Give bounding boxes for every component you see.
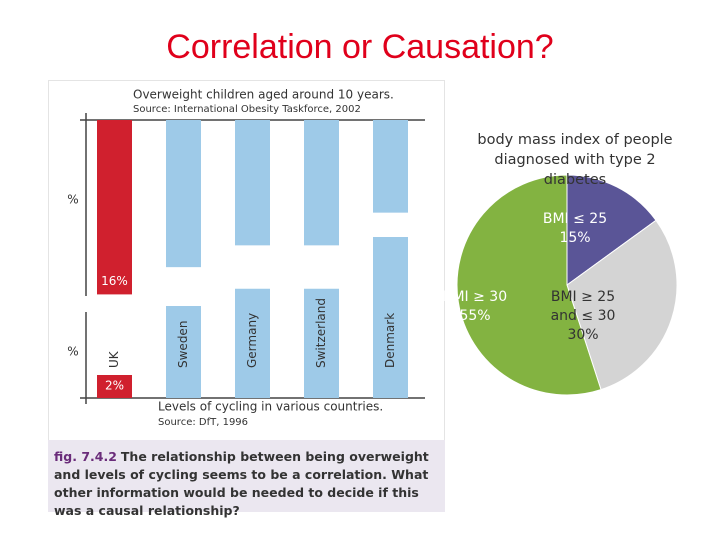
pie-slice	[566, 174, 657, 286]
slice-value: 15%	[559, 230, 591, 246]
slide-title: Correlation or Causation?	[166, 28, 554, 66]
bar	[235, 288, 270, 398]
chart-subtitle: Source: International Obesity Taskforce,…	[133, 104, 361, 115]
x-tick-label: Switzerland	[314, 298, 328, 368]
pie-slice	[566, 219, 678, 391]
x-tick-label: Germany	[245, 313, 259, 368]
pie-title: body mass index of people diagnosed with…	[477, 132, 673, 188]
x-tick-label: UK	[107, 350, 121, 368]
x-tick-label: Sweden	[176, 321, 190, 368]
x-tick-label: Denmark	[383, 313, 397, 368]
y-axis-label: %	[67, 193, 78, 207]
slice-label: BMI ≥ 25 and ≤ 30	[550, 289, 616, 324]
bar	[304, 288, 339, 398]
pie-slice	[456, 174, 602, 396]
caption-label: fig. 7.4.2	[54, 449, 117, 464]
data-label: 2%	[105, 379, 124, 393]
bar	[97, 375, 132, 398]
chart-title: Levels of cycling in various countries.	[158, 400, 383, 414]
bar	[235, 120, 270, 246]
slice-label: BMI ≥ 30	[442, 289, 508, 305]
chart-title: Overweight children aged around 10 years…	[133, 88, 394, 102]
bar	[373, 120, 408, 213]
caption-text: The relationship between being overweigh…	[54, 449, 429, 518]
slice-label: BMI ≤ 25	[542, 211, 608, 227]
data-label: 16%	[101, 274, 128, 288]
slice-value: 55%	[459, 308, 491, 324]
bar	[373, 237, 408, 398]
chart-subtitle: Source: DfT, 1996	[158, 417, 248, 428]
figure-caption: fig. 7.4.2 The relationship between being…	[48, 440, 445, 518]
bar	[97, 120, 132, 295]
slice-value: 30%	[567, 327, 599, 343]
bar	[166, 306, 201, 398]
y-axis-label: %	[67, 345, 78, 359]
bar	[304, 120, 339, 246]
bar	[166, 120, 201, 268]
